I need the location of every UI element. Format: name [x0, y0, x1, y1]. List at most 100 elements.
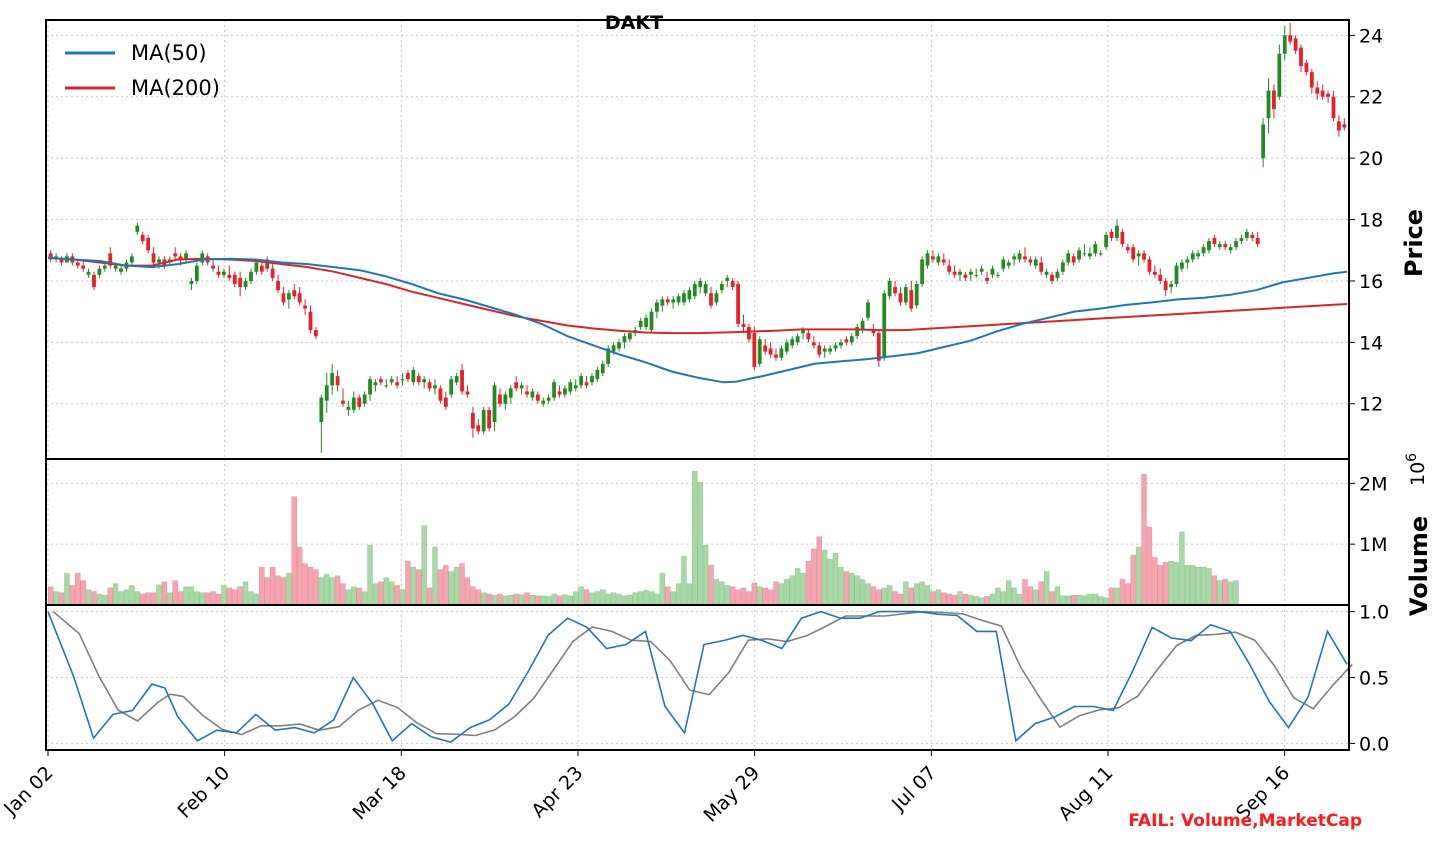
- candle-body: [784, 342, 789, 352]
- volume-bar: [248, 591, 254, 606]
- candle-body: [232, 274, 237, 285]
- candle-body: [828, 348, 833, 352]
- volume-bar: [226, 587, 233, 606]
- volume-bar: [789, 575, 795, 606]
- volume-bar: [1184, 565, 1191, 606]
- x-tick-label: Mar 18: [349, 762, 411, 824]
- volume-bar: [1173, 562, 1180, 606]
- candle-body: [768, 348, 773, 355]
- candle-body: [270, 268, 275, 278]
- volume-bar: [1054, 586, 1061, 606]
- candle-body: [1109, 231, 1114, 238]
- volume-bar: [784, 579, 790, 606]
- candle-body: [903, 287, 908, 303]
- candle-body: [194, 265, 199, 281]
- volume-bar: [1162, 562, 1169, 606]
- x-tick-label: Jan 02: [0, 762, 58, 820]
- volume-bar: [773, 581, 779, 606]
- candle-body: [557, 391, 562, 395]
- volume-bar: [713, 579, 720, 606]
- volume-bar: [437, 569, 444, 606]
- candle-body: [882, 293, 887, 358]
- candle-body: [849, 336, 854, 343]
- volume-bar: [573, 591, 579, 606]
- volume-bar: [605, 593, 611, 606]
- stoch-tick-label: 1.0: [1359, 602, 1389, 624]
- candle-body: [1006, 262, 1011, 266]
- volume-bar: [194, 591, 200, 606]
- price-panel: [45, 19, 1350, 460]
- candle-body: [1223, 244, 1228, 248]
- candle-body: [135, 225, 140, 232]
- volume-bar: [865, 583, 871, 606]
- candle-body: [470, 412, 475, 429]
- volume-bar: [1206, 568, 1212, 606]
- candle-body: [573, 385, 578, 389]
- volume-bar: [1125, 583, 1131, 606]
- price-tick-label: 12: [1359, 394, 1383, 416]
- volume-bar: [361, 591, 368, 606]
- candle-body: [925, 253, 930, 266]
- candle-body: [1304, 62, 1309, 73]
- candle-body: [449, 379, 454, 395]
- volume-bar: [410, 567, 417, 606]
- volume-bar: [735, 589, 741, 606]
- volume-bar: [1027, 586, 1034, 606]
- volume-bar: [324, 574, 330, 606]
- volume-bar: [448, 571, 454, 606]
- candle-body: [314, 330, 318, 337]
- volume-bar: [914, 583, 920, 606]
- candle-body: [389, 379, 394, 383]
- candle-body: [968, 271, 973, 275]
- volume-bar: [1043, 571, 1050, 606]
- candle-body: [395, 382, 400, 386]
- volume-bar: [675, 583, 682, 606]
- candle-body: [1288, 35, 1293, 42]
- volume-bar: [123, 589, 130, 606]
- candle-body: [335, 376, 340, 386]
- volume-bar: [1135, 546, 1142, 606]
- volume-bar: [432, 546, 438, 606]
- volume-bar: [486, 593, 492, 606]
- candle-body: [606, 348, 611, 364]
- panel-frames: [45, 19, 1350, 751]
- volume-bar: [1092, 593, 1099, 606]
- candle-body: [1055, 271, 1060, 278]
- volume-bar: [708, 565, 714, 606]
- candlesticks: [48, 23, 1347, 453]
- volume-bar: [167, 592, 173, 606]
- x-tick-label: May 29: [699, 762, 764, 827]
- candle-body: [1342, 124, 1347, 128]
- candle-body: [1250, 234, 1255, 238]
- candle-body: [297, 293, 302, 303]
- candle-body: [129, 256, 134, 263]
- volume-bar: [924, 585, 931, 606]
- candle-body: [514, 382, 519, 389]
- volume-bar: [816, 536, 822, 606]
- volume-bar: [621, 595, 628, 606]
- candle-body: [1266, 90, 1271, 119]
- candle-body: [1309, 72, 1314, 88]
- chart-title: DAKT: [605, 12, 663, 34]
- stoch-k-line: [47, 610, 1348, 743]
- candle-body: [243, 280, 248, 288]
- candle-body: [1201, 247, 1206, 254]
- candle-body: [1336, 121, 1341, 131]
- volume-bar: [508, 595, 514, 606]
- price-tick-label: 22: [1359, 87, 1383, 109]
- candle-body: [790, 339, 795, 346]
- candle-body: [216, 271, 221, 275]
- volume-bar: [389, 581, 395, 606]
- volume-bar: [129, 585, 135, 606]
- candle-body: [638, 320, 643, 327]
- candle-body: [373, 382, 378, 386]
- candle-body: [774, 354, 778, 358]
- volume-bar: [399, 589, 406, 606]
- volume-bar: [85, 589, 92, 606]
- volume-bar: [286, 573, 292, 606]
- candle-body: [562, 388, 567, 395]
- volume-bar: [1227, 581, 1234, 606]
- candle-body: [611, 345, 616, 352]
- candle-body: [692, 284, 697, 297]
- candle-body: [454, 376, 459, 383]
